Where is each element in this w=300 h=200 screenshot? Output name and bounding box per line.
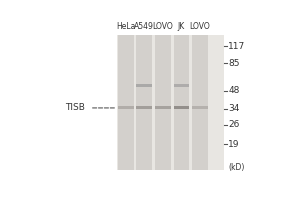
Text: 34: 34	[228, 104, 239, 113]
Bar	[173, 84, 189, 87]
Bar	[117, 35, 224, 170]
Bar	[136, 84, 152, 87]
Text: LOVO: LOVO	[190, 22, 210, 31]
Bar	[173, 106, 189, 109]
Text: 117: 117	[228, 42, 245, 51]
Text: A549: A549	[134, 22, 154, 31]
Text: 19: 19	[228, 140, 240, 149]
Bar	[118, 35, 134, 170]
Bar	[192, 35, 208, 170]
Text: JK: JK	[178, 22, 185, 31]
Bar	[192, 106, 208, 109]
Bar	[173, 35, 189, 170]
Text: 48: 48	[228, 86, 239, 95]
Text: (kD): (kD)	[228, 163, 244, 172]
Text: 85: 85	[228, 59, 240, 68]
Text: 26: 26	[228, 120, 239, 129]
Bar	[118, 106, 134, 109]
Text: TISB: TISB	[65, 103, 85, 112]
Text: HeLa: HeLa	[116, 22, 135, 31]
Text: LOVO: LOVO	[152, 22, 173, 31]
Bar	[155, 106, 171, 109]
Bar	[136, 106, 152, 109]
Bar	[136, 35, 152, 170]
Bar	[155, 35, 171, 170]
